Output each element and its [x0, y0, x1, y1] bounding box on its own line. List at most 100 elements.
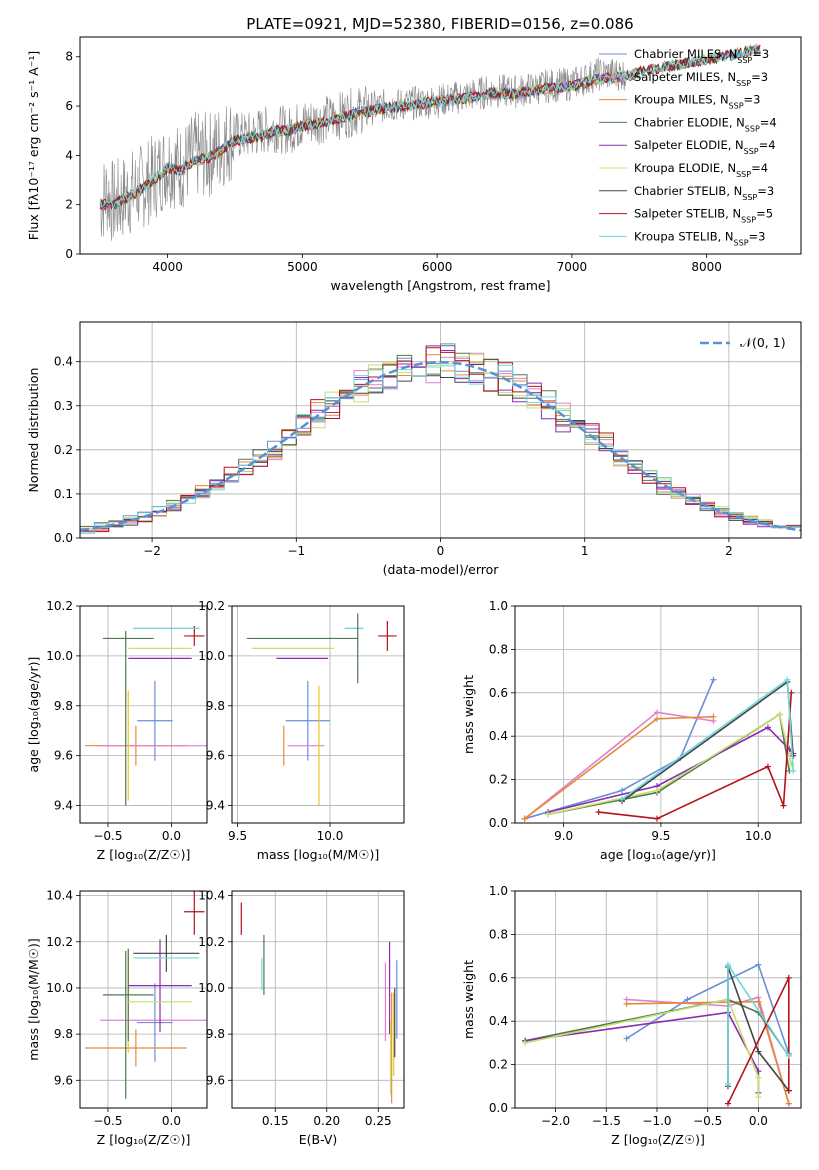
y-tick-label: 9.8 — [54, 699, 73, 713]
weight-marker-0 — [619, 787, 626, 794]
legend-label-4: Salpeter ELODIE, NSSP=4 — [634, 138, 776, 156]
y-tick-label: 0.2 — [489, 773, 508, 787]
weight-marker-5 — [654, 787, 661, 794]
y-axis-label: Flux [fλ10⁻¹⁷ erg cm⁻² s⁻¹ A⁻¹] — [26, 51, 41, 240]
weight-marker-7 — [788, 689, 795, 696]
legend-label-8: Kroupa STELIB, NSSP=3 — [634, 229, 765, 247]
y-tick-label: 10.2 — [46, 599, 73, 613]
y-tick-label: 9.4 — [206, 799, 225, 813]
x-tick-label: 0.20 — [313, 1114, 340, 1128]
x-tick-label: −0.5 — [93, 829, 122, 843]
y-tick-label: 9.8 — [206, 699, 225, 713]
gaussian-curve — [80, 360, 801, 532]
y-axis-label: mass weight — [461, 960, 476, 1039]
weight-marker-0 — [623, 1035, 630, 1042]
panel-age_vs_z: −0.5 0.0 9.4 9.6 9.8 10.0 10.2 Z [log₁₀(Z/Z☉)] a… — [26, 599, 208, 862]
x-tick-label: 0.0 — [162, 829, 181, 843]
weight-marker-0 — [755, 961, 762, 968]
weight-marker-5 — [755, 1094, 762, 1101]
x-axis-label: (data-model)/error — [383, 562, 500, 577]
plot-area-residuals — [80, 343, 801, 534]
weight-marker-8 — [784, 676, 791, 683]
x-axis-label: Z [log₁₀(Z/Z☉)] — [97, 1132, 191, 1147]
panel-weight_vs_z: −2.0 −1.5 −1.0 −0.5 0.0 0.0 0.2 0.4 0.6 0.8 1.0 Z [… — [461, 884, 802, 1147]
y-tick-label: 10.2 — [46, 935, 73, 949]
x-tick-label: −0.5 — [693, 1114, 722, 1128]
weight-marker-7 — [724, 1100, 731, 1107]
x-tick-label: 2 — [725, 544, 733, 558]
y-tick-label: 0.1 — [54, 487, 73, 501]
weight-line-5 — [524, 998, 760, 1098]
legend-label-0: Chabrier MILES, NSSP=3 — [634, 47, 769, 65]
y-tick-label: 10.2 — [198, 599, 225, 613]
x-axis-label: wavelength [Angstrom, rest frame] — [330, 278, 550, 293]
panel-mass_vs_z: −0.5 0.0 9.6 9.8 10.0 10.2 10.4 Z [log₁₀(Z/Z☉)]… — [26, 889, 208, 1147]
histogram-7 — [80, 347, 801, 533]
plot-area-weight_vs_age — [521, 676, 797, 822]
x-axis-label: Z [log₁₀(Z/Z☉)] — [611, 1132, 705, 1147]
model-line-7 — [99, 45, 761, 211]
weight-marker-5 — [545, 811, 552, 818]
y-tick-label: 0 — [65, 247, 73, 261]
y-tick-label: 9.6 — [206, 1073, 225, 1087]
x-tick-label: 0.15 — [262, 1114, 289, 1128]
x-tick-label: 6000 — [422, 260, 453, 274]
weight-marker-7 — [780, 802, 787, 809]
x-tick-label: 0.0 — [749, 1114, 768, 1128]
panel-mass_vs_ebv: 0.15 0.20 0.25 9.6 9.8 10.0 10.2 10.4 E(B-V) — [198, 889, 405, 1147]
plot-area-mass_vs_ebv — [240, 902, 398, 1104]
weight-marker-2 — [654, 715, 661, 722]
weight-marker-6 — [755, 1048, 762, 1055]
plot-area-weight_vs_z — [522, 961, 792, 1107]
weight-marker-2 — [710, 713, 717, 720]
y-tick-label: 10.4 — [46, 889, 73, 903]
y-tick-label: 10.4 — [198, 889, 225, 903]
axes-frame — [231, 605, 405, 824]
weight-marker-8 — [785, 1052, 792, 1059]
y-tick-label: 0.0 — [489, 816, 508, 830]
y-tick-label: 9.8 — [54, 1027, 73, 1041]
y-tick-label: 0.8 — [489, 642, 508, 656]
y-tick-label: 9.8 — [206, 1027, 225, 1041]
x-tick-label: 8000 — [691, 260, 722, 274]
weight-marker-0 — [710, 676, 717, 683]
y-axis-label: Normed distribution — [26, 368, 41, 493]
x-axis-label: age [log₁₀(age/yr)] — [600, 847, 716, 862]
weight-marker-8 — [724, 961, 731, 968]
x-tick-label: 0.0 — [162, 1114, 181, 1128]
x-tick-label: 0.25 — [365, 1114, 392, 1128]
y-tick-label: 9.6 — [54, 749, 73, 763]
panel-spectrum: 4000 5000 6000 7000 8000 0 2 4 6 8 wavelength [Ang… — [26, 36, 802, 293]
weight-marker-4 — [764, 724, 771, 731]
legend-label-1: Salpeter MILES, NSSP=3 — [634, 70, 768, 88]
weight-marker-5 — [522, 1039, 529, 1046]
x-tick-label: 7000 — [557, 260, 588, 274]
y-tick-label: 0.3 — [54, 399, 73, 413]
x-tick-label: 9.5 — [228, 829, 247, 843]
y-axis-label: mass [log₁₀(M/M☉)] — [26, 938, 41, 1060]
weight-marker-7 — [785, 1087, 792, 1094]
weight-marker-7 — [654, 815, 661, 822]
x-tick-label: 9.0 — [554, 829, 573, 843]
y-tick-label: 6 — [65, 99, 73, 113]
y-tick-label: 0.4 — [489, 729, 508, 743]
legend-residuals: 𝒩(0, 1) — [700, 335, 786, 350]
legend-label-6: Chabrier STELIB, NSSP=3 — [634, 184, 774, 202]
axes-frame — [79, 321, 802, 539]
plot-area-mass_vs_z — [85, 891, 207, 1099]
axes-frame — [231, 890, 405, 1109]
x-tick-label: −0.5 — [93, 1114, 122, 1128]
y-tick-label: 0.2 — [489, 1058, 508, 1072]
y-tick-label: 4 — [65, 148, 73, 162]
model-line-5 — [99, 45, 761, 211]
plot-area-age_vs_z — [85, 625, 207, 806]
x-tick-label: 0 — [437, 544, 445, 558]
x-tick-label: −2.0 — [541, 1114, 570, 1128]
y-tick-label: 1.0 — [489, 599, 508, 613]
model-line-8 — [99, 43, 761, 210]
figure-title: PLATE=0921, MJD=52380, FIBERID=0156, z=0… — [246, 15, 633, 33]
x-tick-label: −1.0 — [642, 1114, 671, 1128]
x-tick-label: −1 — [287, 544, 305, 558]
weight-marker-8 — [790, 767, 797, 774]
weight-marker-2 — [521, 815, 528, 822]
